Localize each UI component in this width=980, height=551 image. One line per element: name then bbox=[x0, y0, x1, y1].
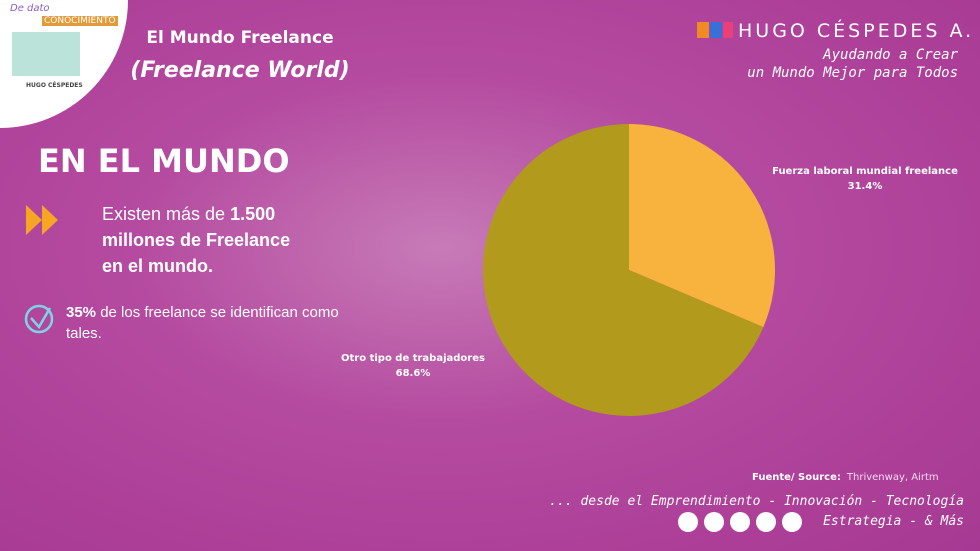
logo-art bbox=[12, 32, 80, 76]
bullet-bold: 1.500 millones de Freelance en el mundo. bbox=[102, 204, 291, 276]
slice-label: Otro tipo de trabajadores bbox=[341, 353, 485, 364]
value-label: 31.4% bbox=[848, 181, 883, 192]
bullet-text: de los freelance se identifican como tal… bbox=[66, 304, 339, 342]
value-label: 68.6% bbox=[396, 368, 431, 379]
brand-mark bbox=[697, 22, 709, 38]
title: El Mundo Freelance bbox=[146, 28, 334, 48]
bullet-bold: 35% bbox=[66, 304, 97, 321]
slice-label: Fuerza laboral mundial freelance bbox=[772, 166, 958, 177]
brand-mark bbox=[723, 22, 733, 38]
check-icon bbox=[30, 307, 52, 330]
arrow-icon bbox=[26, 205, 58, 235]
brand-mark bbox=[710, 22, 722, 38]
logo-text: HUGO CÉSPEDES bbox=[26, 82, 83, 89]
source-text: Thrivenway, Airtm bbox=[846, 472, 939, 483]
tagline: un Mundo Mejor para Todos bbox=[747, 65, 958, 81]
source-label: Fuente/ Source: bbox=[752, 472, 841, 483]
bullet: 35% de los freelance se identifican como… bbox=[66, 302, 366, 344]
tagline: Ayudando a Crear bbox=[823, 47, 958, 63]
source: Fuente/ Source: Thrivenway, Airtm bbox=[752, 472, 939, 483]
subtitle: (Freelance World) bbox=[130, 58, 350, 83]
brand: HUGO CÉSPEDES A. bbox=[738, 20, 975, 42]
footer-line: ... desde el Emprendimiento - Innovación… bbox=[549, 494, 964, 509]
logo-text: De dato bbox=[10, 3, 50, 14]
heading: EN EL MUNDO bbox=[38, 142, 290, 180]
bullet: Existen más de 1.500 millones de Freelan… bbox=[102, 201, 302, 279]
check-icon bbox=[24, 304, 54, 334]
logo-text: CONOCIMIENTO bbox=[42, 16, 118, 26]
footer-line: Estrategia - & Más bbox=[823, 514, 964, 529]
bullet-text: Existen más de bbox=[102, 204, 231, 224]
pie-slice bbox=[483, 124, 764, 416]
pie-slice bbox=[629, 124, 775, 328]
footer-icons bbox=[678, 512, 802, 532]
